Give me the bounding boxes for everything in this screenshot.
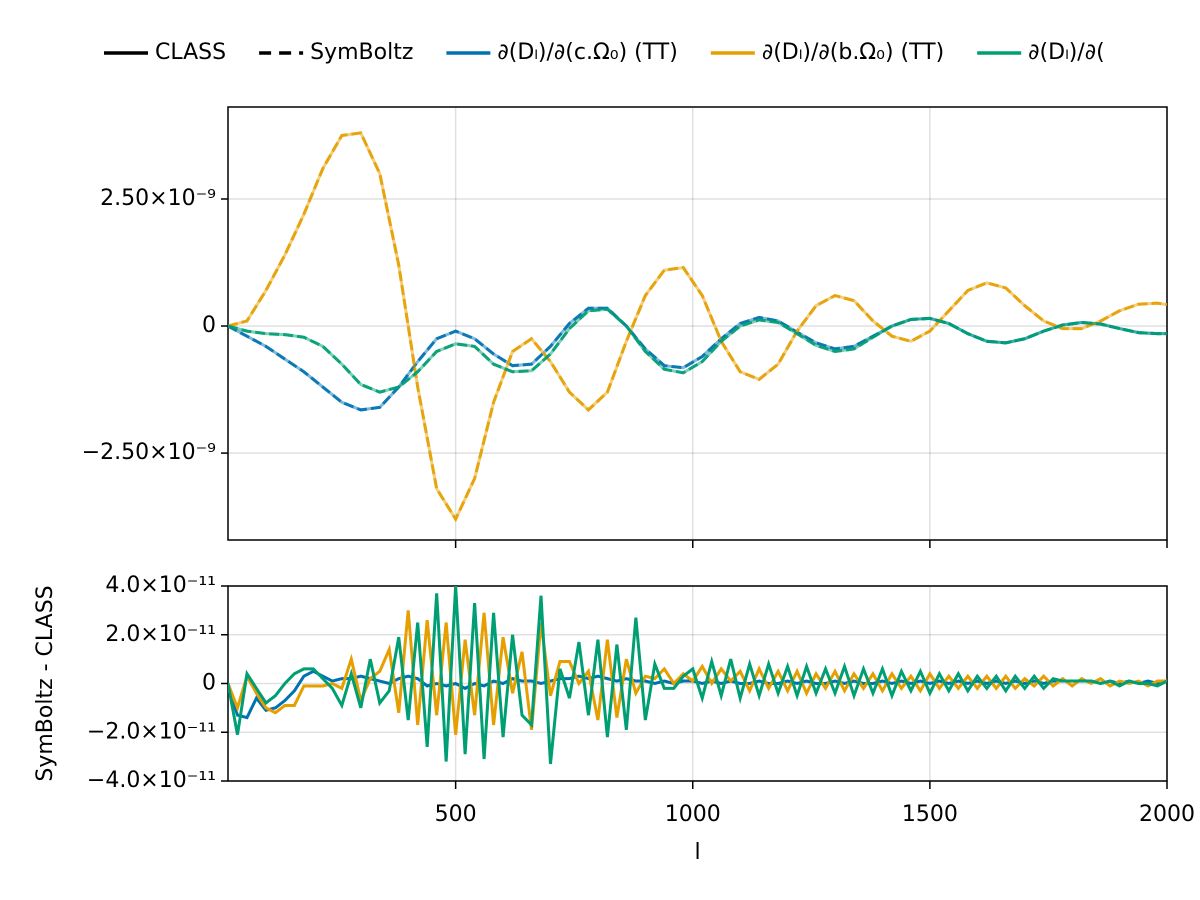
legend-label: ∂(Dₗ)/∂(c.Ω₀) (TT) bbox=[497, 40, 677, 65]
plot-frame bbox=[227, 106, 1168, 541]
y-tick-label: −2.50×10⁻⁹ bbox=[82, 440, 216, 465]
series-line bbox=[228, 307, 1167, 394]
legend: CLASS SymBoltz ∂(Dₗ)/∂(c.Ω₀) (TT) ∂(Dₗ)/∂(b… bbox=[104, 40, 1105, 65]
x-tick-label: 500 bbox=[435, 802, 477, 827]
series-line bbox=[228, 306, 1167, 412]
series-line bbox=[228, 586, 1167, 765]
x-tick-label: 1500 bbox=[902, 802, 958, 827]
plot-lines bbox=[228, 586, 1167, 765]
y-tick-label: 0 bbox=[202, 671, 216, 696]
series-line bbox=[228, 307, 1167, 394]
x-tick-label: 1000 bbox=[665, 802, 721, 827]
y-tick-label: 2.0×10⁻¹¹ bbox=[105, 622, 216, 647]
y-axis-label: SymBoltz - CLASS bbox=[33, 585, 58, 781]
y-tick-label: 4.0×10⁻¹¹ bbox=[105, 573, 216, 598]
legend-label: SymBoltz bbox=[310, 40, 413, 65]
y-tick-label: 2.50×10⁻⁹ bbox=[100, 186, 216, 211]
plot-lines bbox=[228, 131, 1167, 523]
legend-label: CLASS bbox=[155, 40, 226, 65]
legend-label: ∂(Dₗ)/∂( bbox=[1028, 40, 1105, 65]
x-axis-label: l bbox=[694, 840, 700, 865]
y-tick-label: −2.0×10⁻¹¹ bbox=[87, 719, 216, 744]
x-tick-label: 2000 bbox=[1139, 802, 1195, 827]
series-line bbox=[228, 131, 1167, 523]
legend-label: ∂(Dₗ)/∂(b.Ω₀) (TT) bbox=[762, 40, 944, 65]
y-tick-label: 0 bbox=[202, 313, 216, 338]
y-tick-label: −4.0×10⁻¹¹ bbox=[87, 768, 216, 793]
